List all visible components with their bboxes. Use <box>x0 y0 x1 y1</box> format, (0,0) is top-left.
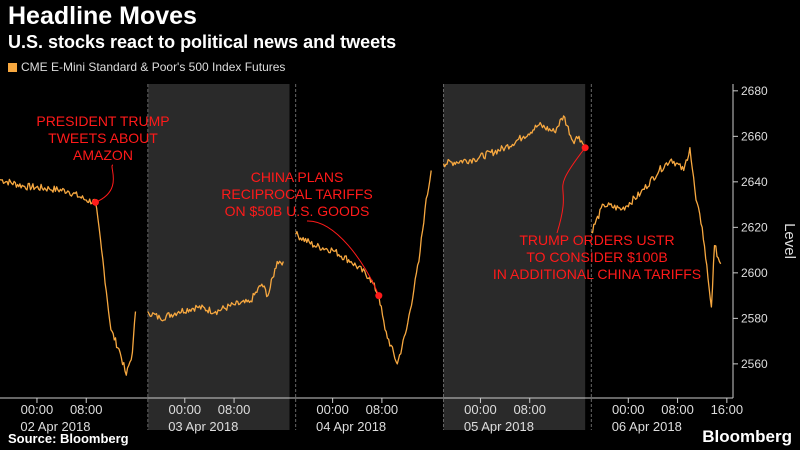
annotation-text-2: TO CONSIDER $100B <box>526 249 667 265</box>
price-line-session-1 <box>147 260 284 322</box>
annotation-text-1: ON $50B U.S. GOODS <box>225 203 370 219</box>
price-line-session-4 <box>590 147 722 308</box>
legend-label: CME E-Mini Standard & Poor's 500 Index F… <box>21 60 286 74</box>
x-date-label: 03 Apr 2018 <box>168 419 238 434</box>
x-tick-label: 00:00 <box>316 402 349 417</box>
legend: CME E-Mini Standard & Poor's 500 Index F… <box>8 60 285 74</box>
annotation-marker-1 <box>375 292 383 300</box>
chart-title: Headline Moves <box>8 2 197 30</box>
x-date-label: 04 Apr 2018 <box>316 419 386 434</box>
x-tick-label: 00:00 <box>464 402 497 417</box>
y-tick-label: 2660 <box>741 129 768 143</box>
y-axis: 2560 2580 2600 2620 2640 2660 2680 Level <box>732 84 798 398</box>
x-tick-label: 08:00 <box>70 402 103 417</box>
chart-subtitle: U.S. stocks react to political news and … <box>8 32 397 52</box>
x-tick-label: 08:00 <box>218 402 251 417</box>
annotation-connector-0 <box>95 164 114 203</box>
shaded-sessions <box>147 84 586 430</box>
x-date-label: 05 Apr 2018 <box>464 419 534 434</box>
y-tick-label: 2680 <box>741 84 768 98</box>
price-line-session-3 <box>442 115 586 168</box>
x-tick-label: 08:00 <box>661 402 694 417</box>
annotation-text-1: RECIPROCAL TARIFFS <box>221 186 372 202</box>
y-tick-label: 2580 <box>741 311 768 325</box>
x-tick-label: 16:00 <box>711 402 744 417</box>
x-tick-label: 08:00 <box>513 402 546 417</box>
price-series <box>0 115 722 376</box>
annotation-marker-0 <box>91 198 99 206</box>
x-date-label: 06 Apr 2018 <box>612 419 682 434</box>
y-axis-label: Level <box>781 223 798 259</box>
y-tick-label: 2620 <box>741 220 768 234</box>
legend-swatch <box>8 62 17 72</box>
annotation-text-0: PRESIDENT TRUMP <box>36 113 169 129</box>
annotation-connector-1 <box>306 220 380 296</box>
annotation-text-2: TRUMP ORDERS USTR <box>519 232 674 248</box>
annotation-marker-2 <box>581 144 589 152</box>
brand-logo: Bloomberg <box>702 427 792 446</box>
session-dividers <box>147 84 592 430</box>
shaded-session-1 <box>443 84 586 430</box>
x-tick-label: 00:00 <box>612 402 645 417</box>
price-line-session-2 <box>295 170 432 365</box>
annotation-connector-2 <box>556 147 586 234</box>
y-tick-label: 2560 <box>741 357 768 371</box>
annotation-text-2: IN ADDITIONAL CHINA TARIFFS <box>493 266 701 282</box>
annotation-text-1: CHINA PLANS <box>251 169 344 185</box>
y-tick-label: 2600 <box>741 266 768 280</box>
shaded-session-0 <box>147 84 290 430</box>
x-tick-label: 00:00 <box>21 402 54 417</box>
x-axis: 00:00 08:00 00:00 08:00 00:00 08:00 00:00 08:00… <box>0 397 744 434</box>
annotation-text-0: TWEETS ABOUT <box>48 130 158 146</box>
annotation-text-0: AMAZON <box>73 147 133 163</box>
x-date-label: 02 Apr 2018 <box>20 419 90 434</box>
source-note: Source: Bloomberg <box>8 431 129 446</box>
x-tick-label: 08:00 <box>366 402 399 417</box>
price-line-session-0 <box>0 178 137 376</box>
x-tick-label: 00:00 <box>169 402 202 417</box>
y-tick-label: 2640 <box>741 175 768 189</box>
